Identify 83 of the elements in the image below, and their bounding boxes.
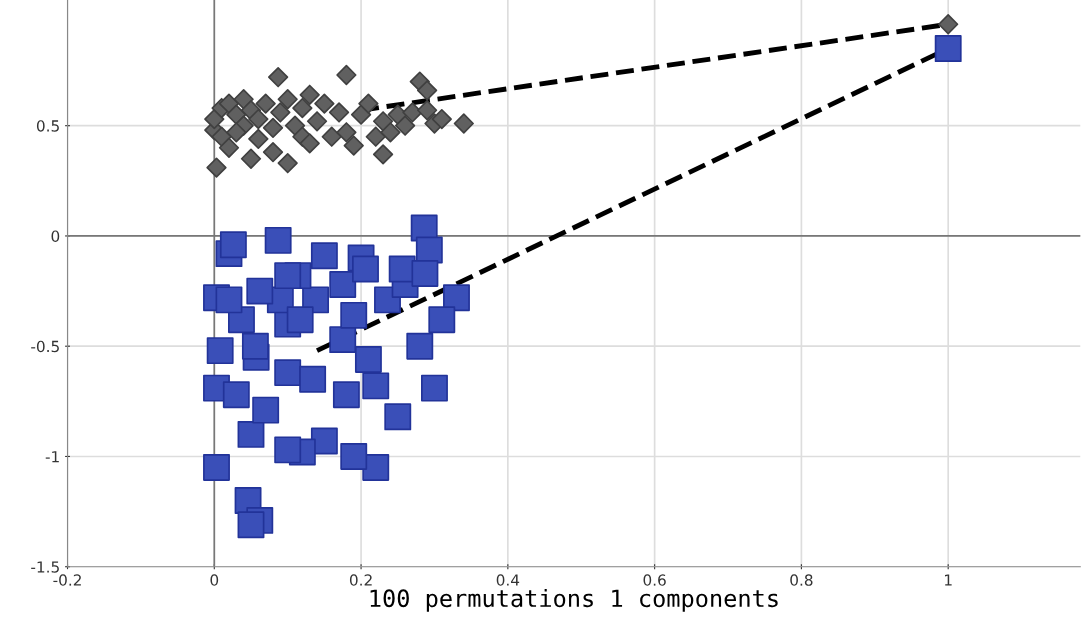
point — [443, 284, 470, 312]
x-tick-label: 0 — [210, 574, 219, 586]
point — [343, 135, 364, 156]
point — [416, 80, 438, 101]
point — [336, 64, 357, 86]
point — [240, 148, 262, 169]
point — [206, 337, 234, 365]
y-tick-label: -0.5 — [31, 340, 59, 353]
point — [421, 374, 448, 402]
point — [222, 381, 250, 409]
point — [354, 345, 382, 373]
point — [218, 137, 240, 158]
point — [362, 372, 390, 400]
point — [934, 35, 962, 62]
point — [938, 14, 959, 35]
x-tick-label: 0.4 — [496, 574, 520, 586]
point — [277, 153, 298, 174]
point — [340, 301, 368, 329]
point — [270, 102, 291, 123]
point — [264, 226, 292, 254]
point — [372, 111, 394, 132]
point — [299, 84, 320, 105]
y-tick-label: 0 — [51, 230, 60, 242]
x-tick-label: 1 — [945, 574, 952, 586]
point — [286, 306, 314, 334]
point — [237, 511, 265, 539]
point — [350, 104, 372, 125]
point — [352, 255, 379, 283]
point — [203, 454, 230, 481]
point — [402, 102, 423, 123]
point — [406, 332, 434, 360]
point — [310, 242, 338, 270]
point — [262, 117, 284, 139]
point — [299, 133, 320, 154]
y-tick-label: 0.5 — [36, 120, 59, 132]
point — [267, 67, 289, 88]
point — [274, 359, 302, 387]
point — [314, 93, 335, 114]
point — [384, 403, 412, 431]
x-axis-title: 100 permutations 1 components — [370, 588, 778, 612]
point — [428, 306, 456, 334]
point — [321, 126, 342, 147]
point — [299, 365, 327, 393]
point — [226, 122, 247, 143]
point — [431, 108, 452, 130]
point — [252, 396, 280, 424]
point — [248, 128, 269, 150]
point — [416, 100, 438, 121]
x-tick-label: 0.8 — [790, 574, 813, 586]
point — [329, 271, 357, 298]
y-tick-label: -1 — [45, 451, 59, 463]
point — [328, 102, 350, 123]
x-tick-label: 0.6 — [643, 574, 666, 586]
point — [277, 89, 298, 110]
point — [215, 286, 243, 314]
point — [372, 144, 394, 165]
point — [362, 454, 390, 481]
point — [453, 113, 474, 134]
point — [255, 93, 276, 114]
point — [329, 326, 357, 354]
point — [336, 122, 357, 143]
y-tick-label: -1.5 — [31, 561, 59, 573]
point — [206, 157, 227, 178]
point — [246, 277, 274, 305]
point — [241, 332, 269, 360]
point — [306, 111, 328, 132]
point — [340, 443, 368, 470]
point — [262, 142, 284, 163]
point — [358, 93, 379, 114]
point — [292, 97, 313, 119]
point — [411, 259, 439, 287]
point — [332, 381, 360, 409]
point — [365, 126, 386, 147]
point — [394, 115, 416, 136]
point — [219, 231, 247, 259]
point — [204, 108, 225, 130]
point — [248, 108, 269, 130]
point — [274, 436, 302, 464]
x-tick-label: 0.2 — [349, 574, 372, 586]
x-tick-label: -0.2 — [53, 574, 81, 586]
point — [237, 420, 265, 448]
point — [274, 262, 302, 290]
point — [380, 122, 401, 143]
